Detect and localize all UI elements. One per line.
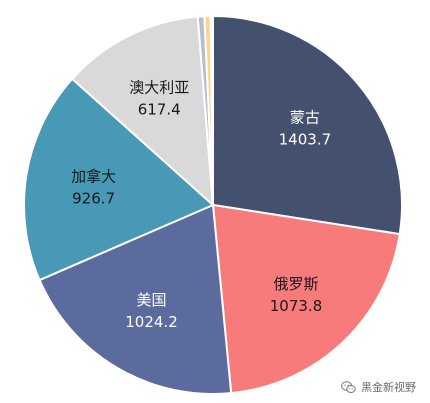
- slice-value-label: 926.7: [72, 190, 115, 208]
- pie-slice-0: [212, 15, 403, 236]
- pie-slice-2: [38, 204, 233, 395]
- pie-slice-1: [212, 204, 401, 395]
- slice-value-label: 1403.7: [279, 130, 332, 148]
- slice-value-label: 1073.8: [270, 297, 323, 315]
- slice-value-label: 1024.2: [125, 313, 178, 331]
- slice-label-4: 澳大利亚 617.4: [129, 79, 189, 119]
- pie-slice-4: [71, 15, 214, 206]
- slice-name-label: 蒙古: [290, 108, 320, 126]
- slice-label-2: 美国 1024.2: [125, 291, 178, 331]
- slice-name-label: 美国: [136, 291, 166, 309]
- slice-name-label: 澳大利亚: [129, 79, 189, 97]
- pie-slice-3: [23, 77, 214, 282]
- pie-slice-8: [210, 14, 214, 206]
- slice-value-label: 617.4: [138, 101, 181, 119]
- slice-label-3: 加拿大 926.7: [71, 168, 116, 208]
- watermark: 黑金新视野: [341, 379, 416, 395]
- wechat-icon: [341, 380, 356, 393]
- slice-name-label: 俄罗斯: [273, 275, 318, 293]
- slice-name-label: 加拿大: [71, 168, 116, 186]
- slice-label-0: 蒙古 1403.7: [279, 108, 332, 148]
- watermark-text: 黑金新视野: [361, 381, 416, 394]
- slice-label-1: 俄罗斯 1073.8: [270, 275, 323, 315]
